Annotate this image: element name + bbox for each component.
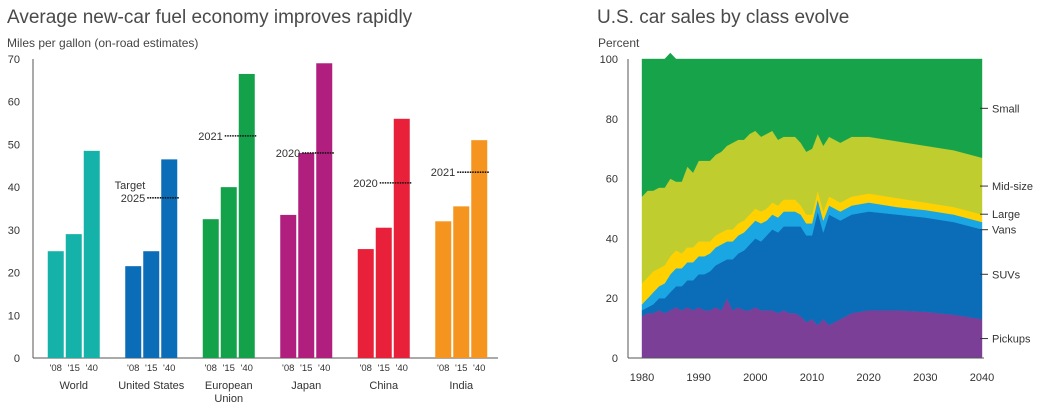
target-label: Target [115, 180, 146, 192]
group-label: European [205, 380, 253, 392]
series-label-pickups: Pickups [992, 334, 1031, 346]
y-tick-label: 10 [8, 310, 20, 322]
bar-year-label: '15 [455, 363, 467, 374]
target-label: 2025 [121, 193, 145, 205]
series-label-vans: Vans [992, 225, 1017, 237]
y-tick-label: 30 [8, 225, 20, 237]
bar-year-label: '08 [282, 363, 294, 374]
bar-year-label: '08 [437, 363, 449, 374]
bar-china-0 [357, 249, 374, 358]
bar-year-label: '15 [300, 363, 312, 374]
bar-year-label: '40 [86, 363, 98, 374]
y-tick-label: 80 [606, 114, 618, 126]
y-tick-label: 40 [8, 182, 20, 194]
bar-china-1 [375, 227, 392, 358]
y-tick-label: 60 [606, 174, 618, 186]
bar-year-label: '15 [68, 363, 80, 374]
group-label: China [369, 380, 399, 392]
bar-india-0 [435, 221, 452, 358]
area-small [641, 52, 983, 197]
bar-india-2 [471, 140, 488, 358]
group-label: World [59, 380, 88, 392]
bar-year-label: '40 [241, 363, 253, 374]
bar-year-label: '40 [318, 363, 330, 374]
bar-year-label: '40 [396, 363, 408, 374]
y-tick-label: 70 [8, 54, 20, 66]
bar-china-2 [393, 118, 410, 358]
bar-world-1 [65, 234, 82, 358]
bar-japan-1 [298, 152, 315, 358]
target-label: 2021 [198, 131, 222, 143]
bar-year-label: '08 [205, 363, 217, 374]
bar-year-label: '15 [378, 363, 390, 374]
target-label: 2021 [431, 167, 455, 179]
bar-year-label: '08 [360, 363, 372, 374]
bar-year-label: '08 [50, 363, 62, 374]
right-chart-title: U.S. car sales by class evolve [597, 7, 850, 28]
bar-year-label: '40 [163, 363, 175, 374]
x-tick-label: 1980 [630, 372, 654, 384]
left-chart-ylabel: Miles per gallon (on-road estimates) [7, 36, 199, 50]
bar-india-1 [453, 206, 470, 358]
y-tick-label: 0 [612, 353, 618, 365]
bar-united-states-1 [143, 251, 160, 358]
series-label-small: Small [992, 103, 1020, 115]
bar-european-union-0 [202, 219, 219, 358]
x-tick-label: 2030 [913, 372, 937, 384]
group-label: India [449, 380, 474, 392]
target-label: 2020 [353, 178, 377, 190]
group-label: United States [118, 380, 185, 392]
bar-year-label: '15 [145, 363, 157, 374]
target-label: 2020 [276, 148, 300, 160]
series-label-suvs: SUVs [992, 269, 1021, 281]
x-tick-label: 2000 [743, 372, 767, 384]
left-chart-title: Average new-car fuel economy improves ra… [7, 7, 413, 28]
group-label: Japan [291, 380, 321, 392]
right-chart-ylabel: Percent [598, 36, 640, 50]
bar-year-label: '08 [127, 363, 139, 374]
y-tick-label: 20 [8, 268, 20, 280]
y-tick-label: 0 [14, 353, 20, 365]
x-tick-label: 2020 [856, 372, 880, 384]
bar-japan-0 [280, 214, 297, 358]
bar-european-union-2 [238, 73, 255, 358]
x-tick-label: 1990 [686, 372, 710, 384]
x-tick-label: 2010 [800, 372, 824, 384]
group-label: Union [214, 393, 243, 405]
bar-year-label: '15 [223, 363, 235, 374]
bar-united-states-2 [161, 159, 178, 358]
y-tick-label: 60 [8, 97, 20, 109]
bar-japan-2 [316, 63, 333, 359]
fuel-economy-bar-chart: 0 10 20 30 40 50 60 70 '08 '15 '40 World '08 '15 '40 Un… [8, 54, 498, 405]
bar-european-union-1 [220, 187, 237, 358]
y-tick-label: 40 [606, 233, 618, 245]
y-tick-label: 50 [8, 139, 20, 151]
bar-world-0 [47, 251, 64, 358]
bar-year-label: '40 [473, 363, 485, 374]
bar-world-2 [83, 150, 100, 358]
x-tick-label: 2040 [970, 372, 994, 384]
y-tick-label: 100 [600, 54, 618, 66]
series-label-mid-size: Mid-size [992, 181, 1033, 193]
bar-united-states-0 [125, 266, 142, 358]
series-label-large: Large [992, 209, 1020, 221]
y-tick-label: 20 [606, 293, 618, 305]
